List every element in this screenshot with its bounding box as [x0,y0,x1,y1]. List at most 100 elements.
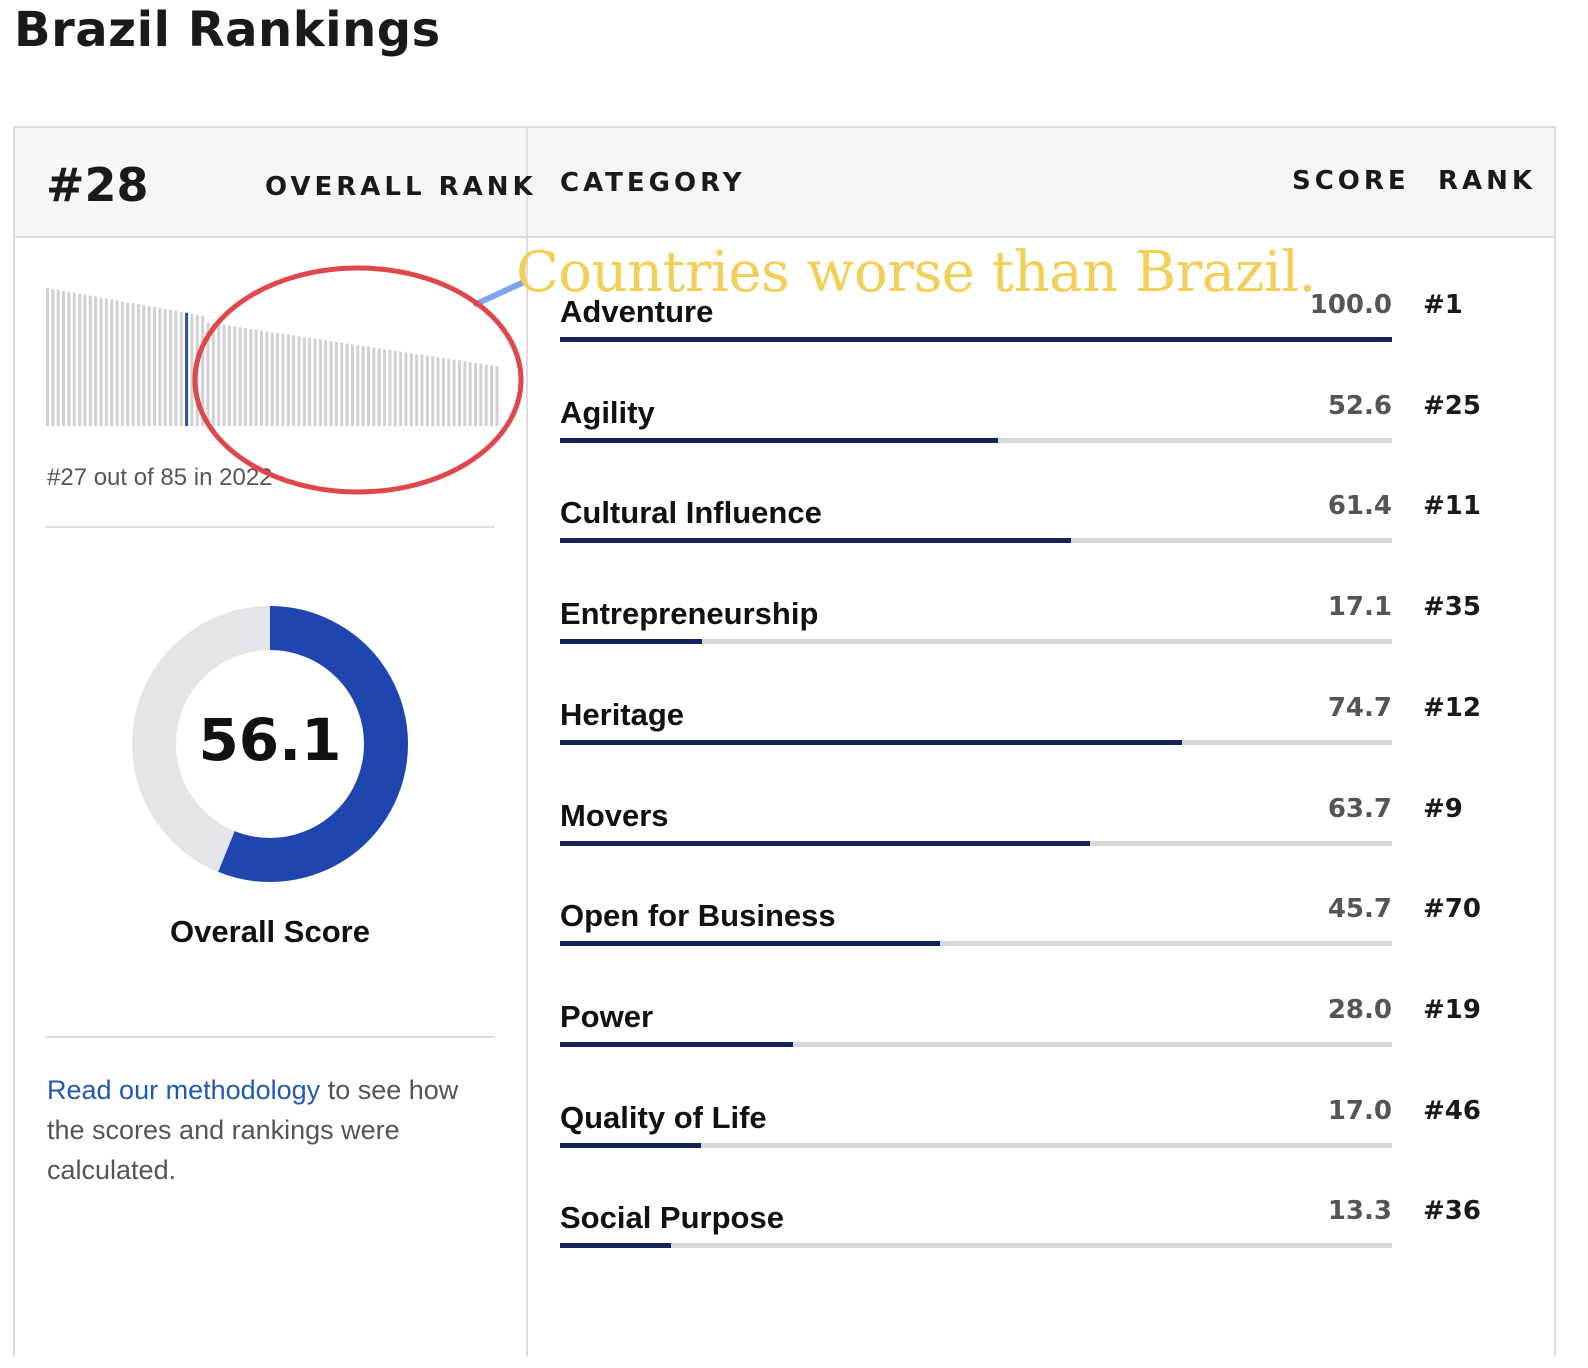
methodology-note: Read our methodology to see how the scor… [47,1070,497,1190]
rank-bar [249,328,253,426]
category-score: 74.7 [1327,692,1392,723]
rankings-panel [13,126,1556,1356]
category-row: Entrepreneurship 17.1 #35 [560,592,1560,696]
rank-bar [99,297,103,426]
overall-score-donut [132,606,408,882]
rank-bar [88,295,92,426]
category-name: Heritage [560,696,685,732]
score-bar-track [560,437,1392,443]
rank-bar [404,352,408,426]
category-rank: #1 [1423,290,1463,320]
rank-bar [174,310,178,426]
overall-score-label: Overall Score [170,914,370,949]
rank-bar [484,364,488,426]
category-rank: #70 [1423,894,1481,925]
rankings-header [15,128,1554,238]
rank-bar [329,341,333,426]
rank-bar [270,332,274,426]
rank-bar [190,313,194,426]
overall-rank-value: #28 [46,158,149,212]
overall-score-value: 56.1 [198,706,342,774]
rank-distribution-chart [46,288,499,426]
category-rank: #36 [1423,1196,1481,1227]
rank-bar [260,330,263,426]
rank-bar [169,309,173,426]
rank-bar [420,354,424,426]
rank-bar [361,345,365,426]
rank-bar [468,362,472,426]
rank-bar [78,293,82,426]
rank-bar [441,358,445,426]
score-bar-track [560,538,1392,544]
rank-bar [302,337,306,426]
rank-bar [94,296,98,426]
rank-bar [340,342,344,426]
category-name: Quality of Life [560,1099,767,1135]
category-name: Cultural Influence [560,495,822,531]
divider [46,526,495,528]
category-row: Cultural Influence 61.4 #11 [560,491,1560,595]
rank-bar [126,302,130,426]
score-bar-fill [560,437,998,443]
category-score: 28.0 [1327,994,1392,1025]
rank-bar [83,294,87,426]
rank-distribution-caption: #27 out of 85 in 2022 [47,464,273,491]
score-header: SCORE [1292,166,1410,196]
rank-bar [142,305,146,426]
score-bar-track [560,1142,1392,1148]
rank-bar [495,366,499,426]
rank-header: RANK [1438,166,1537,196]
category-row: Movers 63.7 #9 [560,794,1560,898]
category-row: Adventure 100.0 #1 [560,290,1560,394]
rank-bar [238,327,242,426]
rank-bar [324,340,328,426]
rank-bar [51,288,55,426]
annotation-ellipse [192,265,527,495]
rank-bar [67,291,71,426]
rank-bar [292,335,296,426]
page-title: Brazil Rankings [14,2,441,58]
category-rank: #19 [1423,994,1481,1025]
score-bar-fill [560,639,703,645]
rank-bar [136,304,140,426]
score-bar-fill [560,337,1392,342]
category-row: Heritage 74.7 #12 [560,693,1560,797]
category-rank: #12 [1423,692,1481,723]
rank-bar [377,348,381,426]
methodology-link[interactable]: Read our methodology [47,1075,321,1105]
category-header: CATEGORY [560,168,746,198]
score-bar-fill [560,739,1182,745]
rank-bar [286,334,290,426]
rank-bar [447,358,451,426]
category-row: Power 28.0 #19 [560,995,1560,1099]
category-row: Social Purpose 13.3 #36 [560,1196,1560,1300]
category-score: 45.7 [1327,894,1392,925]
score-bar-fill [560,1142,702,1148]
annotation-connector [473,279,527,307]
rank-bar [474,362,477,426]
score-bar-fill [560,1041,793,1047]
rank-bar [334,341,338,426]
highlighted-rank-bar [185,312,189,426]
rank-bar [163,308,167,426]
rank-bar [452,359,456,426]
rank-bar [399,351,403,426]
category-name: Power [560,998,654,1034]
rank-bar [393,350,397,426]
score-bar-fill [560,538,1071,544]
category-score: 13.3 [1327,1196,1392,1227]
category-rank: #35 [1423,592,1481,623]
annotation-circle [192,265,524,495]
category-rank: #25 [1423,390,1481,421]
rank-bar [431,356,435,426]
column-divider [526,126,528,1356]
score-bar-track [560,739,1392,745]
rank-bar [409,353,413,426]
rank-bar [217,324,221,426]
rank-bar [201,315,205,426]
rank-bar [490,365,494,426]
rank-bar [415,354,419,426]
rank-bar [227,325,231,426]
rank-bar [436,357,440,426]
rank-bar [211,323,215,426]
